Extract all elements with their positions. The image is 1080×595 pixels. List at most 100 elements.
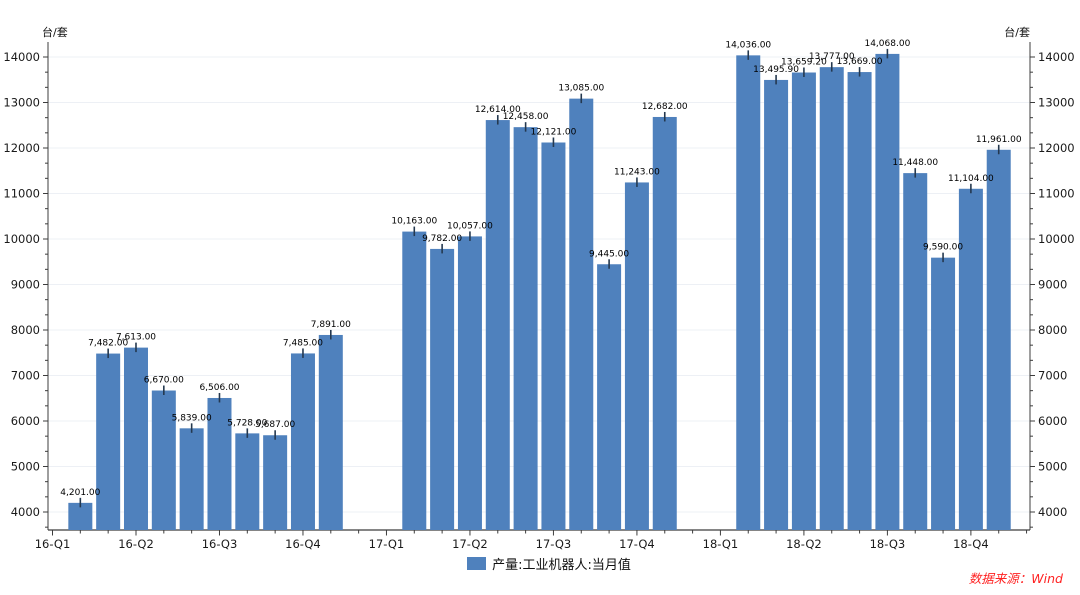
x-tick-label: 16-Q2	[118, 537, 154, 551]
y-axis-ticks: 4000 4000 5000 5000 6000 6000 7000 7000 8000 8000…	[3, 50, 1074, 519]
bar	[652, 116, 677, 531]
bar-value-label: 4,201.00	[60, 488, 100, 498]
bar	[430, 248, 455, 530]
bar-value-label: 13,777.00	[809, 52, 855, 62]
bar-value-labels: 4,201.00 7,482.007,613.00 6,670.00 5,839.00…	[60, 39, 1022, 498]
bar-value-label: 9,782.00	[422, 234, 462, 244]
svg-text:14000: 14000	[1038, 50, 1075, 64]
bar	[819, 67, 844, 531]
bar	[318, 334, 343, 530]
bar-whiskers	[79, 48, 1000, 508]
bar	[541, 142, 566, 530]
bar-value-label: 6,506.00	[199, 383, 239, 393]
x-tick-label: 18-Q3	[870, 537, 906, 551]
svg-text:8000: 8000	[11, 323, 40, 337]
svg-text:4000: 4000	[1038, 505, 1067, 519]
bar	[402, 231, 427, 530]
svg-text:14000: 14000	[3, 50, 40, 64]
svg-text:6000: 6000	[11, 414, 40, 428]
x-tick-label: 16-Q1	[35, 537, 71, 551]
bar-value-label: 13,085.00	[558, 84, 604, 94]
svg-text:11000: 11000	[1038, 187, 1075, 201]
x-tick-label: 16-Q4	[285, 537, 321, 551]
svg-text:7000: 7000	[1038, 369, 1067, 383]
svg-text:10000: 10000	[1038, 232, 1075, 246]
x-tick-label: 16-Q3	[202, 537, 238, 551]
svg-text:7000: 7000	[11, 369, 40, 383]
bar	[624, 182, 649, 531]
bar	[875, 53, 900, 530]
bar-value-label: 12,458.00	[503, 112, 549, 122]
x-tick-label: 17-Q1	[369, 537, 405, 551]
bar	[96, 353, 121, 530]
bar	[207, 397, 232, 530]
svg-text:10000: 10000	[3, 232, 40, 246]
y-axis-unit-right: 台/套	[1004, 26, 1030, 39]
bar-value-label: 11,961.00	[976, 135, 1022, 145]
bar	[263, 435, 288, 530]
y-axis-unit-left: 台/套	[42, 26, 68, 39]
bar-value-label: 6,670.00	[144, 376, 184, 386]
svg-text:11000: 11000	[3, 187, 40, 201]
legend-swatch	[467, 557, 487, 570]
bar	[68, 502, 93, 530]
bar-value-label: 14,036.00	[725, 40, 771, 50]
bar	[290, 353, 315, 530]
bar	[903, 173, 928, 530]
y-axis-minor-ticks	[45, 71, 1033, 528]
data-source: 数据来源：Wind	[968, 571, 1063, 586]
x-tick-label: 17-Q2	[452, 537, 488, 551]
svg-text:5000: 5000	[11, 460, 40, 474]
bar-value-label: 7,485.00	[283, 338, 323, 348]
svg-text:9000: 9000	[1038, 278, 1067, 292]
bar	[457, 236, 482, 530]
bar-value-label: 9,590.00	[923, 243, 963, 253]
bar-value-label: 9,445.00	[589, 249, 629, 259]
bar	[513, 127, 538, 530]
x-tick-label: 17-Q4	[619, 537, 655, 551]
bar	[764, 79, 789, 530]
x-tick-label: 18-Q1	[703, 537, 739, 551]
legend: 产量:工业机器人:当月值	[0, 554, 1080, 573]
bar-value-label: 11,243.00	[614, 167, 660, 177]
bar	[736, 55, 761, 530]
svg-text:4000: 4000	[11, 505, 40, 519]
svg-text:5000: 5000	[1038, 460, 1067, 474]
x-tick-label: 17-Q3	[536, 537, 572, 551]
bar	[151, 390, 176, 530]
bar-value-label: 12,614.00	[475, 105, 521, 115]
bar-value-label: 12,121.00	[531, 127, 577, 137]
bar-value-label: 13,669.00	[837, 57, 883, 67]
bar-value-label: 14,068.00	[864, 39, 910, 49]
bar-value-label: 10,057.00	[447, 221, 493, 231]
svg-text:12000: 12000	[3, 141, 40, 155]
bar	[569, 98, 594, 530]
bar-value-label: 13,495.90	[753, 65, 799, 75]
x-tick-label: 18-Q4	[953, 537, 989, 551]
bar	[235, 433, 260, 530]
bar	[597, 264, 622, 530]
bar	[986, 149, 1011, 530]
bar-value-label: 7,482.00	[88, 339, 128, 349]
bar-value-label: 5,687.00	[255, 420, 295, 430]
bar-value-label: 5,839.00	[172, 413, 212, 423]
bar-value-label: 10,163.00	[391, 217, 437, 227]
bar	[485, 120, 510, 531]
bar-value-label: 12,682.00	[642, 102, 688, 112]
bar	[123, 347, 148, 530]
legend-label: 产量:工业机器人:当月值	[492, 558, 631, 573]
svg-text:6000: 6000	[1038, 414, 1067, 428]
x-tick-label: 18-Q2	[786, 537, 822, 551]
x-axis-ticks: 16-Q1 16-Q2 16-Q3 16-Q4 17-Q1 17-Q2 17-Q3 17-Q4…	[35, 530, 1028, 551]
bar-value-label: 11,448.00	[892, 158, 938, 168]
bar-value-label: 7,613.00	[116, 333, 156, 343]
bar-value-label: 5,728.00	[227, 418, 267, 428]
bar	[958, 188, 983, 530]
bars	[68, 53, 1011, 531]
bar	[179, 428, 204, 530]
bar-value-label: 13,659.20	[781, 58, 827, 68]
svg-text:12000: 12000	[1038, 141, 1075, 155]
bar	[931, 257, 956, 530]
